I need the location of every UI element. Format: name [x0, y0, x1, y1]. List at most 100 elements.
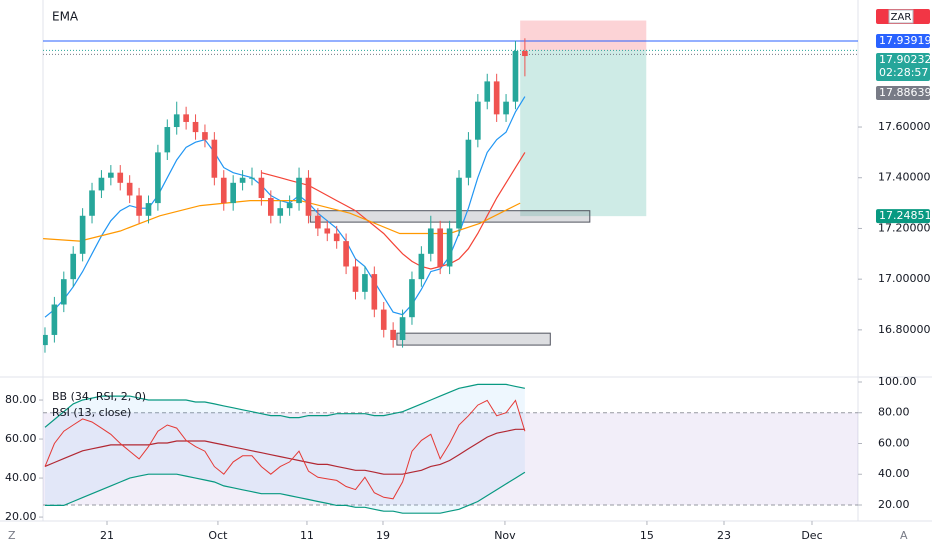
candle-body — [512, 50, 519, 102]
candle-body — [70, 253, 77, 280]
candle-body — [390, 329, 396, 341]
band-fill — [44, 384, 525, 514]
rsi-line — [44, 399, 526, 500]
main-pane — [43, 20, 858, 353]
indicator-legend: RSI (13, close) — [52, 406, 131, 419]
candle-body — [305, 177, 312, 216]
target-label-box — [876, 209, 930, 224]
y-tick-label: 17.40000 — [878, 171, 931, 184]
candle-body — [192, 121, 199, 133]
candle-body — [155, 152, 161, 204]
price-label-box — [876, 34, 930, 49]
candle-body — [211, 139, 218, 178]
currency-box — [888, 9, 914, 24]
candle-body — [399, 317, 406, 341]
y-tick-label: 17.60000 — [878, 120, 931, 133]
candle-body — [277, 208, 284, 216]
indicator-legend: BB (34, RSI, 2, 0) — [52, 390, 146, 403]
zone — [396, 332, 551, 346]
y-tick-label: 60.00 — [878, 436, 910, 449]
candle-body — [202, 132, 208, 140]
candle-body — [493, 81, 500, 115]
ema-line — [44, 96, 526, 318]
band-lower — [45, 471, 526, 514]
candle-body — [456, 177, 462, 229]
x-tick-label: 21 — [100, 529, 114, 542]
candle-body — [136, 195, 142, 216]
y2-tick-label: 80.00 — [5, 393, 37, 406]
candle-body — [352, 266, 359, 292]
target-zone — [520, 50, 647, 217]
x-tick-label: 11 — [300, 529, 314, 542]
candle-body — [324, 228, 331, 234]
price-label: 17.88639 — [879, 86, 932, 99]
y-tick-label: 17.00000 — [878, 272, 931, 285]
candle-body — [220, 177, 227, 204]
band-upper — [44, 383, 526, 428]
candle-body — [522, 50, 528, 57]
candle-body — [446, 228, 453, 267]
control-button[interactable]: Z — [8, 529, 16, 542]
price-label-box — [876, 53, 930, 82]
x-tick-label: 19 — [376, 529, 390, 542]
x-tick-label: Nov — [494, 529, 516, 542]
y-tick-label: 16.80000 — [878, 323, 931, 336]
candle-body — [362, 274, 368, 292]
y-tick-label: 40.00 — [878, 467, 910, 480]
candle-body — [286, 203, 293, 209]
candle-body — [51, 304, 58, 335]
candle-body — [475, 101, 481, 140]
candle-body — [418, 253, 425, 280]
candle-body — [60, 279, 67, 305]
rsi-range — [43, 412, 858, 505]
y-tick-label: 20.00 — [878, 498, 910, 511]
y-tick-label: 17.20000 — [878, 221, 931, 234]
candle-body — [108, 172, 114, 178]
candle-body — [183, 114, 189, 122]
target-label: 17.24851 — [879, 209, 932, 222]
candle-body — [164, 127, 171, 153]
price-label-box — [876, 86, 930, 101]
x-tick-label: Oct — [208, 529, 228, 542]
candle-body — [409, 279, 415, 318]
x-tick-label: Dec — [801, 529, 822, 542]
price-label: 17.90232 — [879, 53, 932, 66]
countdown: 02:28:57 — [879, 66, 928, 79]
y2-tick-label: 60.00 — [5, 432, 37, 445]
candle-body — [79, 215, 86, 254]
control-button[interactable]: A — [900, 529, 908, 542]
candle-body — [503, 101, 509, 115]
candle-body — [43, 334, 48, 346]
candle-body — [465, 139, 472, 178]
band-middle — [44, 428, 525, 475]
candle-body — [267, 198, 274, 216]
ema-line — [261, 152, 526, 270]
candle-body — [296, 177, 302, 204]
candle-body — [173, 114, 180, 128]
candle-body — [343, 241, 349, 267]
candle-body — [126, 182, 133, 196]
candle-body — [333, 233, 340, 242]
stop-zone — [520, 20, 647, 51]
candle-body — [315, 215, 321, 229]
candle-body — [371, 274, 378, 310]
candle-body — [89, 190, 95, 216]
candle-body — [117, 172, 124, 183]
x-tick-label: 15 — [640, 529, 654, 542]
candle-body — [98, 177, 105, 191]
candle-body — [380, 309, 387, 330]
candle-body — [230, 182, 236, 204]
chart-title: EMA — [52, 10, 79, 24]
candle-body — [427, 228, 434, 254]
candle-body — [484, 81, 491, 102]
rsi-pane — [43, 383, 858, 514]
candle-body — [258, 177, 265, 199]
y-tick-label: 80.00 — [878, 406, 910, 419]
zone — [309, 210, 591, 223]
y-tick-label: 100.00 — [878, 375, 917, 388]
candle-body — [239, 177, 246, 183]
candle-body — [249, 177, 255, 179]
y2-tick-label: 20.00 — [5, 510, 37, 523]
y2-tick-label: 40.00 — [5, 471, 37, 484]
